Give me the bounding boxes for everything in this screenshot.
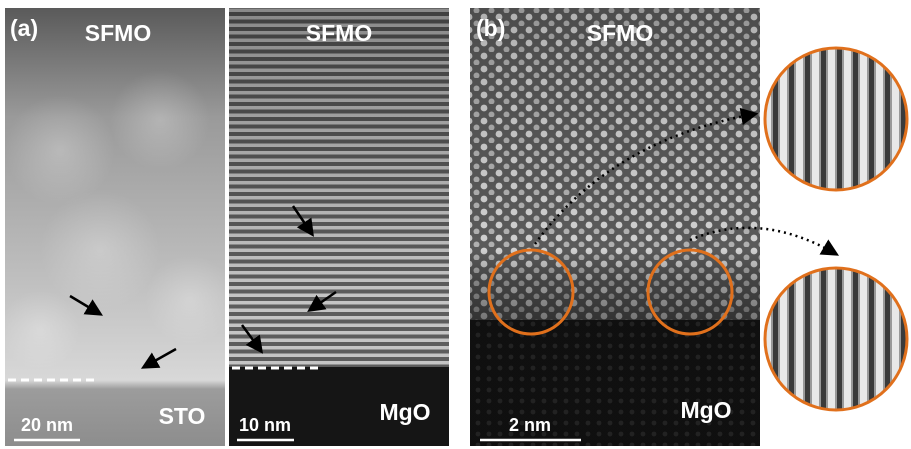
material-label: SFMO xyxy=(306,20,372,46)
panel-a-left xyxy=(0,8,235,446)
panel-a-right xyxy=(229,8,449,446)
inset-top xyxy=(764,47,908,191)
material-label: MgO xyxy=(680,397,731,423)
material-label: MgO xyxy=(379,399,430,425)
panel-label: (a) xyxy=(10,15,38,41)
figure: (a) SFMO STO 20 nm SFMO MgO 10 nm (b) SF… xyxy=(0,0,911,449)
scale-label: 10 nm xyxy=(239,415,291,435)
material-label: SFMO xyxy=(85,20,151,46)
material-label: STO xyxy=(159,403,206,429)
material-label: SFMO xyxy=(587,20,653,46)
scale-label: 2 nm xyxy=(509,415,551,435)
scale-label: 20 nm xyxy=(21,415,73,435)
panel-label: (b) xyxy=(476,15,505,41)
inset-bottom xyxy=(764,267,908,411)
